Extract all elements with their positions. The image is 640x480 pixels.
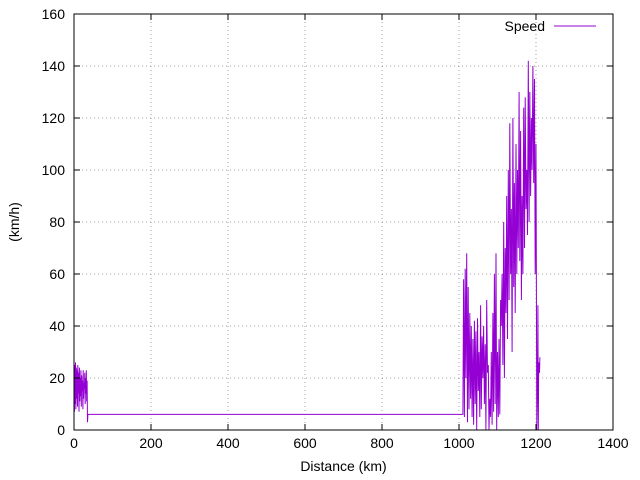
x-tick-label: 400 — [216, 435, 240, 451]
legend-label-speed: Speed — [505, 18, 545, 34]
x-tick-label: 600 — [293, 435, 317, 451]
series-layer — [73, 60, 541, 431]
y-tick-label: 120 — [42, 110, 66, 126]
y-tick-label: 160 — [42, 6, 66, 22]
x-tick-label: 200 — [139, 435, 163, 451]
y-tick-label: 0 — [57, 422, 65, 438]
y-tick-label: 100 — [42, 162, 66, 178]
x-tick-label: 0 — [70, 435, 78, 451]
y-axis-title: (km/h) — [6, 202, 22, 242]
y-tick-label: 40 — [49, 318, 65, 334]
x-tick-label: 1000 — [443, 435, 474, 451]
series-line-speed — [73, 60, 541, 431]
x-axis-title: Distance (km) — [300, 458, 386, 474]
x-tick-label: 1200 — [520, 435, 551, 451]
y-tick-label: 140 — [42, 58, 66, 74]
legend: Speed — [505, 18, 596, 34]
tick-labels: 0 200 400 600 800 1000 1200 1400 0 20 40 60 80 100 120… — [42, 6, 629, 451]
y-tick-label: 80 — [49, 214, 65, 230]
x-tick-label: 1400 — [597, 435, 628, 451]
y-tick-label: 60 — [49, 266, 65, 282]
axis-ticks — [73, 13, 614, 431]
y-tick-label: 20 — [49, 370, 65, 386]
x-tick-label: 800 — [370, 435, 394, 451]
grid-lines — [74, 14, 613, 430]
